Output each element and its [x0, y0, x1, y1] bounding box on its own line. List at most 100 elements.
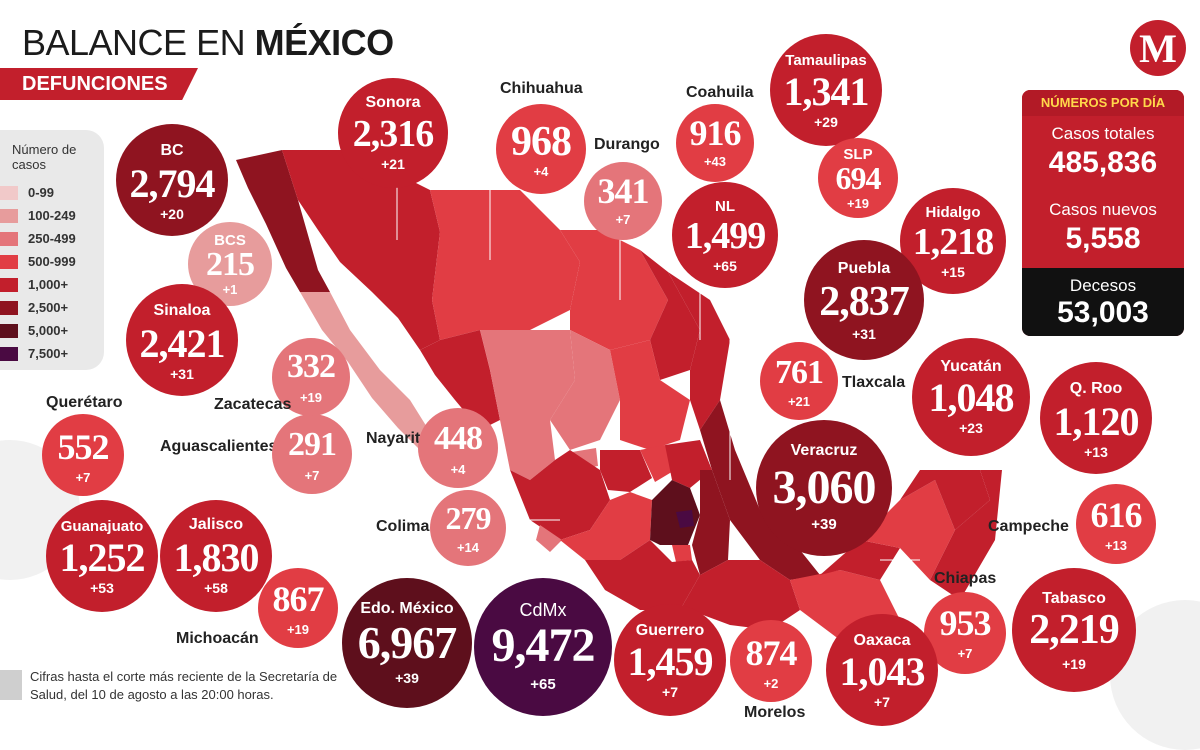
state-new-deaths: +21: [787, 394, 811, 409]
state-shape-colima: [536, 525, 562, 552]
state-label-coahuila: Coahuila: [686, 84, 754, 101]
state-new-deaths: +7: [662, 684, 678, 700]
state-bubble-bc: BC 2,794 +20: [116, 124, 228, 236]
state-bubble-guanajuato: Guanajuato 1,252 +53: [46, 500, 158, 612]
state-deaths: 1,048: [928, 375, 1015, 420]
legend-swatch: [0, 255, 18, 269]
state-bubble-puebla: Puebla 2,837 +31: [804, 240, 924, 360]
legend-item: 5,000+: [0, 322, 104, 342]
legend-label: 100-249: [28, 208, 76, 223]
state-name: Veracruz: [790, 442, 858, 459]
state-shape-morelos: [672, 545, 692, 562]
state-new-deaths: +7: [874, 694, 890, 710]
state-new-deaths: +14: [456, 540, 480, 555]
state-shape-slp: [610, 340, 690, 450]
state-name: CdMx: [519, 600, 567, 620]
state-deaths: 291: [288, 426, 337, 463]
state-bubble-tabasco: Tabasco 2,219 +19: [1012, 568, 1136, 692]
state-name: Jalisco: [188, 516, 244, 533]
state-name: SLP: [843, 146, 873, 163]
state-new-deaths: +7: [957, 646, 973, 661]
state-name: Guanajuato: [60, 518, 144, 535]
state-shape-yucatan: [900, 470, 990, 530]
daily-numbers-panel: NÚMEROS POR DÍA Casos totales 485,836 Ca…: [1022, 90, 1184, 336]
state-deaths: 448: [434, 420, 483, 457]
state-new-deaths: +4: [533, 164, 549, 179]
state-name: BC: [160, 142, 184, 159]
state-name: Edo. México: [360, 600, 454, 617]
state-label-campeche: Campeche: [988, 518, 1069, 535]
state-deaths: 1,218: [912, 221, 995, 263]
legend-swatch: [0, 232, 18, 246]
milenio-logo: M: [1130, 20, 1186, 76]
state-new-deaths: +31: [852, 326, 876, 342]
state-label-zacatecas: Zacatecas: [214, 396, 292, 413]
state-new-deaths: +53: [90, 580, 114, 596]
state-bubble-qroo: Q. Roo 1,120 +13: [1040, 362, 1152, 474]
state-new-deaths: +65: [713, 258, 737, 274]
state-new-deaths: +13: [1104, 538, 1128, 553]
state-bubble-oaxaca: Oaxaca 1,043 +7: [826, 614, 938, 726]
state-label-chiapas: Chiapas: [934, 570, 997, 587]
legend-label: 0-99: [28, 185, 55, 200]
state-shape-jalisco: [510, 450, 610, 540]
state-bubble-guerrero: Guerrero 1,459 +7: [614, 604, 726, 716]
legend-title: Número de casos: [12, 142, 77, 172]
state-bubble-edomex: Edo. México 6,967 +39: [342, 578, 472, 708]
footnote-marker: [0, 670, 22, 700]
state-deaths: 2,421: [139, 321, 226, 366]
state-new-deaths: +15: [941, 264, 965, 280]
state-new-deaths: +23: [959, 420, 983, 436]
state-label-chihuahua: Chihuahua: [500, 80, 583, 97]
state-bubble-michoacan: 867 +19: [258, 568, 338, 648]
legend-label: 500-999: [28, 254, 76, 269]
state-shape-nayarit: [500, 420, 555, 480]
state-deaths: 1,830: [173, 535, 260, 580]
new-cases-label: Casos nuevos: [1049, 200, 1157, 219]
state-bubble-sinaloa: Sinaloa 2,421 +31: [126, 284, 238, 396]
state-new-deaths: +39: [395, 670, 419, 686]
state-bubble-hidalgo: Hidalgo 1,218 +15: [900, 188, 1006, 294]
state-shape-durango: [480, 330, 575, 420]
state-shape-bcs: [300, 292, 430, 450]
state-bubble-chiapas: 953 +7: [924, 592, 1006, 674]
state-label-colima: Colima: [376, 518, 430, 535]
state-bubble-yucatan: Yucatán 1,048 +23: [912, 338, 1030, 456]
state-shape-nl: [640, 250, 700, 380]
state-shape-tabasco: [820, 540, 900, 580]
state-bubble-aguascalientes: 291 +7: [272, 414, 352, 494]
legend-item: 100-249: [0, 207, 104, 227]
state-shape-puebla: [692, 470, 730, 575]
state-label-morelos: Morelos: [744, 704, 806, 721]
state-deaths: 552: [57, 427, 110, 467]
state-deaths: 1,252: [59, 535, 146, 580]
state-deaths: 9,472: [491, 619, 596, 672]
state-new-deaths: +43: [703, 154, 727, 169]
legend-swatch: [0, 324, 18, 338]
state-new-deaths: +21: [381, 156, 405, 172]
state-new-deaths: +4: [450, 462, 466, 477]
state-bubble-tlaxcala: 761 +21: [760, 342, 838, 420]
daily-numbers-heading: NÚMEROS POR DÍA: [1022, 90, 1184, 116]
state-shape-cdmx: [676, 510, 694, 528]
state-new-deaths: +1: [222, 282, 238, 297]
state-deaths: 1,459: [627, 639, 714, 684]
state-bubble-veracruz: Veracruz 3,060 +39: [756, 420, 892, 556]
state-new-deaths: +31: [170, 366, 194, 382]
state-shape-bc: [236, 150, 330, 292]
state-deaths: 1,043: [839, 649, 926, 694]
total-cases-label: Casos totales: [1051, 124, 1155, 143]
state-shape-sonora: [282, 150, 440, 350]
state-bubble-queretaro: 552 +7: [42, 414, 124, 496]
legend-swatch: [0, 301, 18, 315]
state-bubble-nl: NL 1,499 +65: [672, 182, 778, 288]
state-name: Yucatán: [940, 358, 1002, 375]
state-bubble-nayarit: 448 +4: [418, 408, 498, 488]
state-deaths: 2,219: [1029, 607, 1120, 653]
state-new-deaths: +19: [299, 390, 323, 405]
state-label-tlaxcala: Tlaxcala: [842, 374, 906, 391]
state-name: Sinaloa: [153, 302, 211, 319]
legend-swatch: [0, 278, 18, 292]
page-subtitle: DEFUNCIONES: [0, 68, 198, 100]
